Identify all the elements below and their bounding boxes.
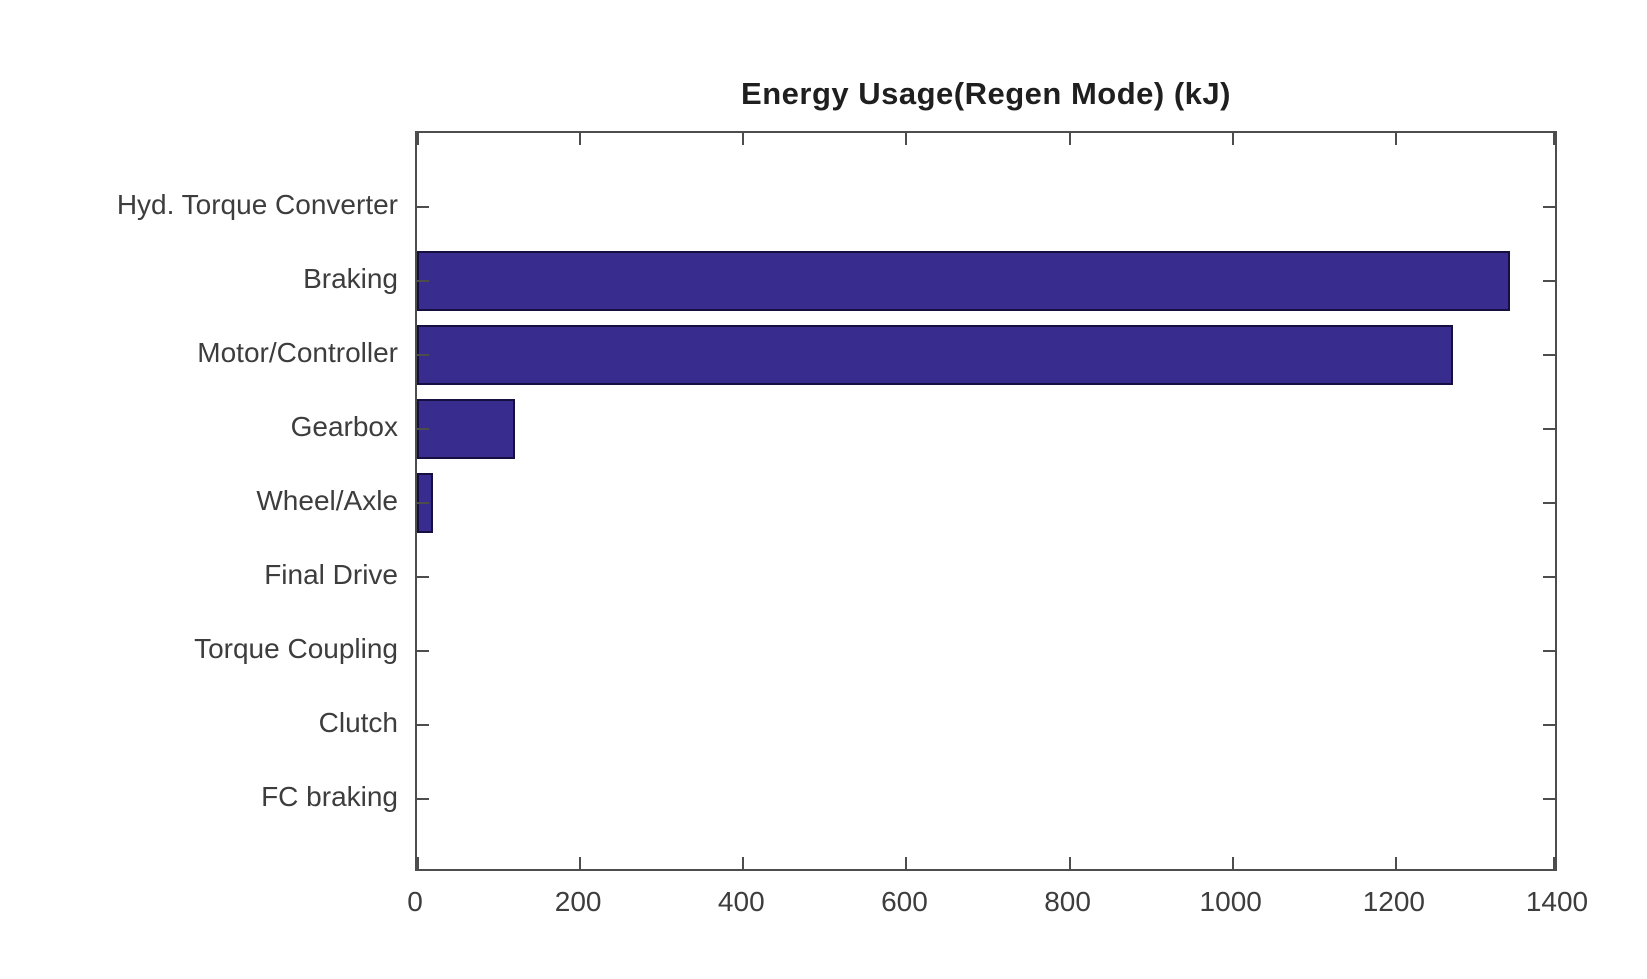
x-tick-label: 1400 xyxy=(1525,886,1589,917)
x-tick-bottom xyxy=(905,857,908,869)
y-tick-right xyxy=(1543,206,1555,208)
y-tick-right xyxy=(1543,280,1555,282)
x-tick-bottom xyxy=(1553,857,1555,869)
y-tick-right xyxy=(1543,502,1555,504)
bar-motor-controller xyxy=(417,325,1453,385)
y-tick-right xyxy=(1543,576,1555,578)
x-tick-top xyxy=(905,133,908,145)
x-tick-label: 200 xyxy=(554,886,602,917)
plot-area xyxy=(415,131,1557,871)
x-tick-top xyxy=(1231,133,1234,145)
y-tick-right xyxy=(1543,650,1555,652)
x-tick-bottom xyxy=(1394,857,1397,869)
y-axis-label: Clutch xyxy=(318,707,398,738)
y-tick-left xyxy=(417,576,429,578)
y-axis-label: Hyd. Torque Converter xyxy=(116,189,398,220)
x-tick-top xyxy=(417,133,419,145)
y-tick-right xyxy=(1543,724,1555,726)
x-tick-bottom xyxy=(579,857,582,869)
x-tick-bottom xyxy=(1068,857,1071,869)
x-tick-top xyxy=(1553,133,1555,145)
x-tick-top xyxy=(1068,133,1071,145)
y-tick-left xyxy=(417,650,429,652)
y-tick-right xyxy=(1543,428,1555,430)
x-tick-label: 1000 xyxy=(1199,886,1262,917)
x-tick-label: 0 xyxy=(407,886,423,917)
y-tick-right xyxy=(1543,798,1555,800)
chart-title: Energy Usage(Regen Mode) (kJ) xyxy=(741,76,1231,111)
bar-gearbox xyxy=(417,399,515,459)
y-axis-label: Wheel/Axle xyxy=(256,485,398,516)
y-axis-label: Torque Coupling xyxy=(194,633,398,664)
y-tick-left xyxy=(417,724,429,726)
x-tick-top xyxy=(1394,133,1397,145)
x-tick-top xyxy=(579,133,582,145)
y-tick-left xyxy=(417,502,429,504)
y-axis-label: Motor/Controller xyxy=(197,337,398,368)
x-tick-label: 400 xyxy=(717,886,765,917)
y-tick-right xyxy=(1543,354,1555,356)
x-tick-label: 1200 xyxy=(1362,886,1425,917)
y-tick-left xyxy=(417,354,429,356)
y-tick-left xyxy=(417,798,429,800)
x-tick-top xyxy=(742,133,745,145)
x-tick-bottom xyxy=(742,857,745,869)
y-axis-label: Braking xyxy=(303,263,398,294)
bar-braking xyxy=(417,251,1511,311)
x-tick-label: 600 xyxy=(881,886,928,917)
y-tick-left xyxy=(417,428,429,430)
y-tick-left xyxy=(417,206,429,208)
y-axis-label: Final Drive xyxy=(264,559,398,590)
y-axis-label: Gearbox xyxy=(290,411,398,442)
x-tick-bottom xyxy=(417,857,419,869)
y-tick-left xyxy=(417,280,429,282)
x-tick-label: 800 xyxy=(1044,886,1091,917)
x-tick-bottom xyxy=(1231,857,1234,869)
y-axis-label: FC braking xyxy=(261,781,398,812)
